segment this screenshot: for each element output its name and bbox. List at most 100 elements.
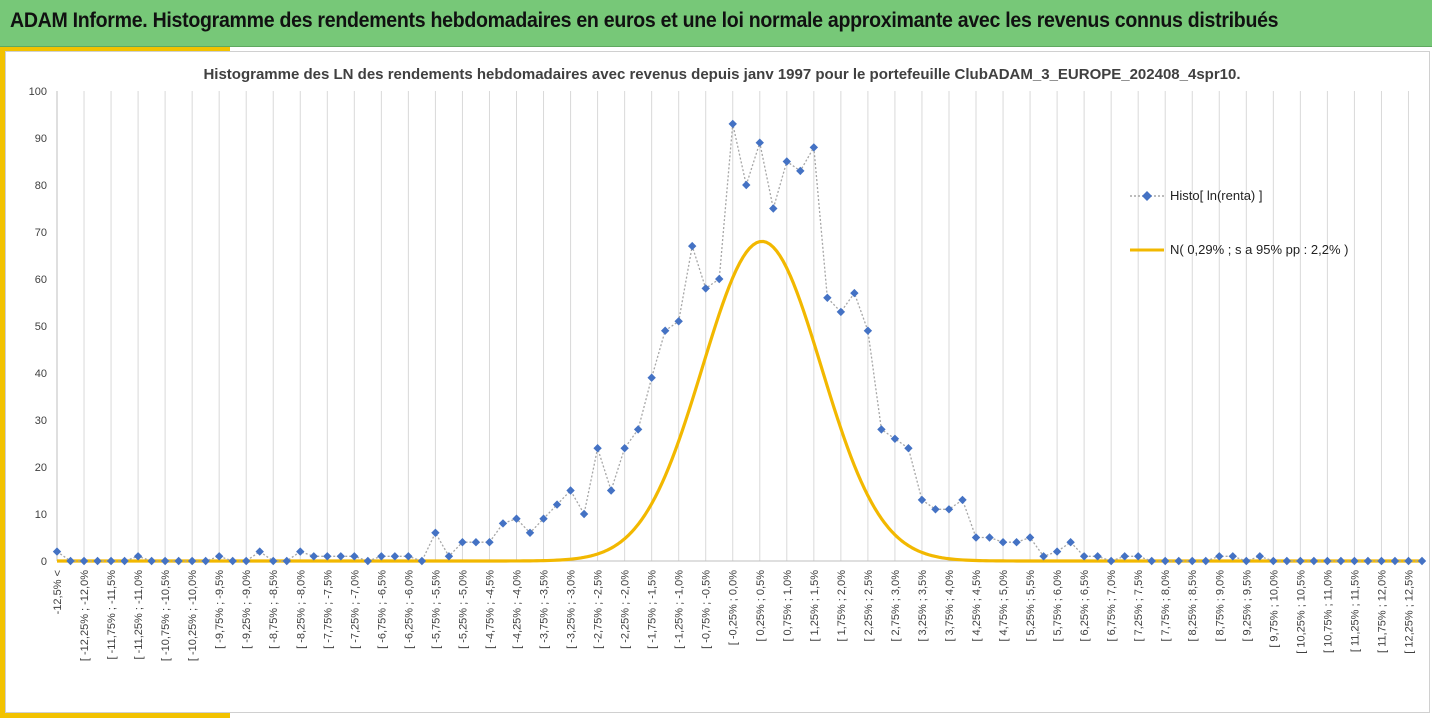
x-tick-label: [ -5,25% ; -5,0% [457, 570, 469, 649]
histo-point [120, 556, 129, 566]
histo-point [1093, 552, 1102, 561]
histo-point [863, 326, 873, 335]
histo-point [1404, 556, 1413, 566]
histo-point [715, 274, 724, 284]
histo-point [633, 425, 643, 434]
x-tick-label: [ -4,25% ; -4,0% [512, 570, 524, 649]
histo-point [1161, 556, 1170, 566]
histo-point [1336, 556, 1346, 566]
histo-point [431, 528, 440, 537]
x-tick-label: [ 7,75% ; 8,0% [1160, 570, 1172, 642]
x-tick-label: [ 0,75% ; 1,0% [782, 570, 794, 642]
histo-point [850, 288, 859, 298]
histo-point [1363, 556, 1373, 566]
normal-curve [57, 239, 1422, 563]
histo-point [674, 317, 683, 326]
histo-point [593, 444, 602, 453]
x-tick-label: [ 10,75% ; 11,0% [1322, 570, 1334, 653]
histo-point [282, 556, 291, 566]
x-tick-label: [ 2,25% ; 2,5% [863, 570, 875, 642]
y-tick-label: 60 [35, 274, 47, 286]
y-tick-label: 30 [35, 415, 47, 427]
histo-point [971, 533, 981, 542]
x-tick-label: [ 5,75% ; 6,0% [1052, 570, 1064, 642]
x-tick-label: [ 11,25% ; 11,5% [1349, 570, 1361, 652]
histo-point [498, 519, 508, 528]
x-tick-label: [ -3,25% ; -3,0% [566, 570, 578, 649]
histo-point [660, 326, 670, 335]
histo-point [1269, 556, 1278, 566]
histo-point [174, 556, 183, 566]
y-tick-label: 80 [35, 180, 47, 192]
x-tick-label: [ 1,25% ; 1,5% [809, 570, 821, 642]
histo-point [769, 204, 778, 213]
histo-point [79, 556, 89, 566]
histo-point [296, 547, 305, 556]
histo-point [52, 547, 62, 556]
x-tick-label: [ -6,75% ; -6,5% [376, 570, 388, 649]
histo-point [539, 514, 548, 523]
histo-point [458, 538, 467, 547]
histo-point [1052, 547, 1062, 556]
x-tick-label: [ 3,25% ; 3,5% [917, 570, 929, 642]
x-tick-label: [ 4,75% ; 5,0% [998, 570, 1010, 642]
histo-point [255, 547, 264, 556]
x-tick-label: [ -10,25% ; -10,0% [187, 570, 199, 661]
y-tick-label: 50 [35, 321, 47, 333]
histo-point [944, 505, 954, 514]
x-tick-label: [ 12,25% ; 12,5% [1403, 570, 1415, 654]
histo-point [606, 486, 616, 495]
histo-point [1228, 552, 1237, 561]
histo-point [1350, 556, 1359, 566]
histo-point [728, 119, 737, 129]
x-tick-label: [ -2,25% ; -2,0% [620, 570, 632, 649]
x-tick-label: [ 9,75% ; 10,0% [1268, 570, 1280, 648]
accent-bar-bottom [0, 713, 230, 718]
histo-point [525, 528, 535, 537]
histo-point [742, 180, 751, 190]
histo-point [755, 138, 764, 147]
legend-histo-marker [1142, 191, 1152, 201]
histo-point [309, 552, 318, 561]
x-tick-label: [ -10,75% ; -10,5% [160, 570, 172, 661]
histo-point [1255, 552, 1265, 561]
histo-point [890, 434, 900, 443]
histo-point [1174, 556, 1183, 566]
x-axis: -12,5% < [ -12,25% ; -12,0% [ -11,75% ; -1… [52, 560, 1422, 661]
x-tick-label: [ -11,25% ; -11,0% [133, 570, 145, 660]
y-tick-label: 20 [35, 462, 47, 474]
histo-point [687, 241, 697, 251]
x-tick-label: [ -7,25% ; -7,0% [349, 570, 361, 649]
x-tick-label: [ 2,75% ; 3,0% [890, 570, 902, 642]
legend-histo-label: Histo[ ln(renta) ] [1170, 188, 1262, 203]
histo-point [552, 500, 562, 509]
histo-point [566, 486, 575, 495]
histo-point [1188, 556, 1197, 566]
histo-point [1039, 552, 1048, 561]
histo-point [93, 556, 102, 566]
histo-point [647, 373, 656, 382]
histo-point [471, 538, 481, 547]
x-tick-label: [ -5,75% ; -5,5% [430, 570, 442, 649]
histo-point [1323, 556, 1332, 566]
histo-point [214, 552, 224, 561]
x-tick-label: [ -6,25% ; -6,0% [403, 570, 415, 649]
x-tick-label: [ -8,75% ; -8,5% [268, 570, 280, 649]
histo-point [1417, 556, 1427, 566]
x-tick-label: [ 8,25% ; 8,5% [1187, 570, 1199, 642]
histo-point [390, 552, 400, 561]
accent-bar-top [0, 47, 230, 51]
x-tick-label: [ -7,75% ; -7,5% [322, 570, 334, 649]
x-tick-label: [ 10,25% ; 10,5% [1295, 570, 1307, 654]
histo-point [485, 538, 494, 547]
x-tick-label: [ 7,25% ; 7,5% [1133, 570, 1145, 642]
histo-point [1377, 556, 1386, 566]
x-tick-label: [ 5,25% ; 5,5% [1025, 570, 1037, 642]
x-tick-label: [ -8,25% ; -8,0% [295, 570, 307, 649]
histo-point [1242, 556, 1251, 566]
histo-point [1106, 556, 1116, 566]
x-tick-label: [ -0,75% ; -0,5% [701, 570, 713, 649]
histo-point [228, 556, 237, 566]
histo-point [579, 509, 589, 519]
histo-point [701, 284, 710, 293]
